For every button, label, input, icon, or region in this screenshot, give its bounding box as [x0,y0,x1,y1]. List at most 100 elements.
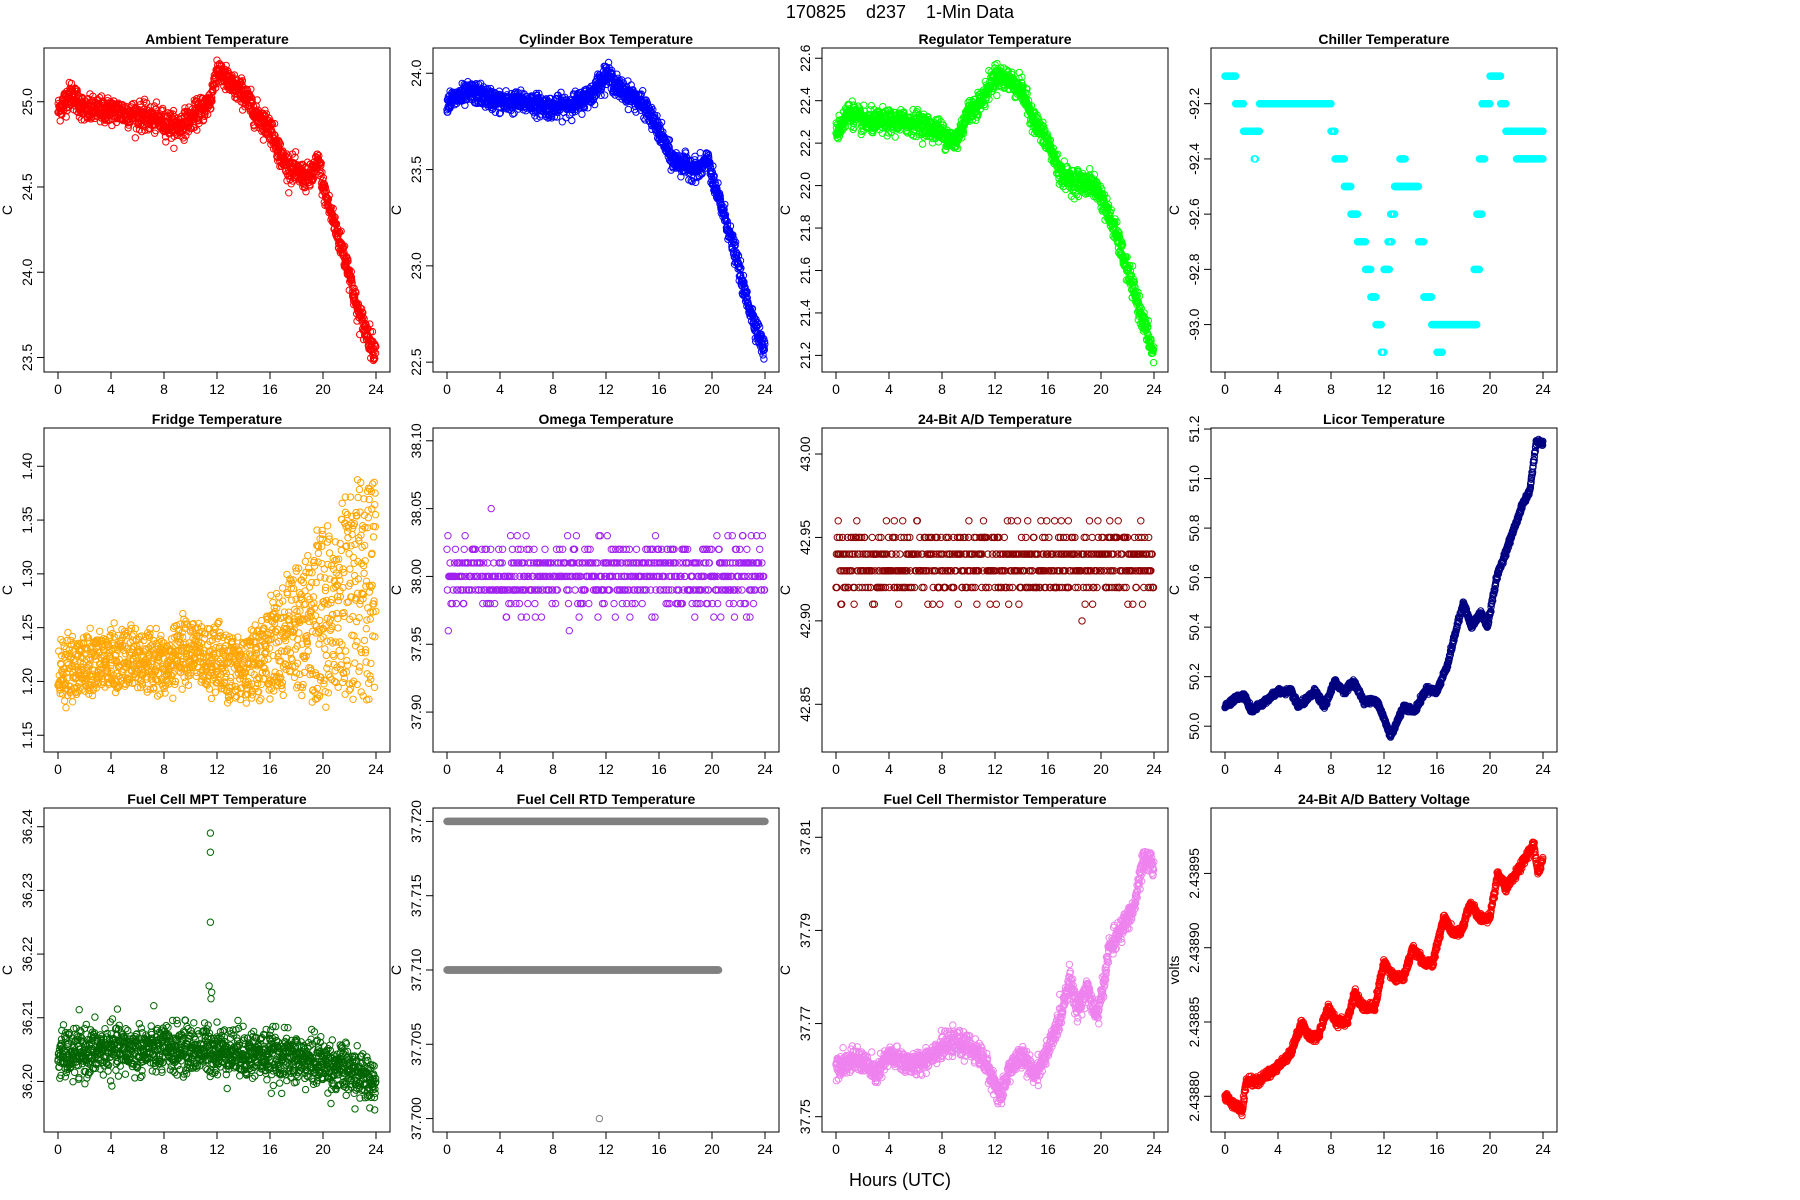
x-tick-label: 4 [107,381,115,397]
data-point [325,191,333,200]
data-point [696,149,704,157]
data-point [1086,165,1094,173]
data-point [170,144,178,153]
data-point [56,117,64,125]
x-tick-label: 24 [1146,381,1162,397]
y-tick-label: 23.0 [408,252,424,279]
x-tick-label: 12 [1376,381,1392,397]
data-point [212,84,220,92]
data-point [317,159,325,167]
data-point [291,153,299,161]
x-tick-label: 20 [1093,381,1109,397]
plot-frame [821,47,1169,373]
x-tick-label: 4 [1274,381,1282,397]
y-tick-label: 23.5 [19,344,35,371]
x-tick-label: 12 [209,381,225,397]
data-point [354,300,362,308]
x-tick-label: 8 [160,381,168,397]
y-tick-label: 23.5 [408,156,424,183]
y-tick-label: -93.0 [1186,308,1202,340]
x-tick-label: 24 [757,381,773,397]
data-point [199,116,208,124]
y-tick-label: 22.4 [797,87,813,114]
data-point [129,99,138,108]
data-point [248,98,257,106]
y-tick-label: 24.0 [19,258,35,285]
data-point [261,106,269,114]
data-point [249,102,258,110]
data-point [141,126,149,135]
y-tick-label: 22.6 [797,44,813,71]
data-point [180,136,188,144]
x-tick-label: 16 [1429,381,1445,397]
x-tick-label: 16 [651,381,667,397]
y-tick-label: 24.5 [19,173,35,200]
x-tick-label: 4 [496,381,504,397]
data-point [309,174,318,183]
data-point [578,110,586,118]
x-tick-label: 24 [368,381,384,397]
data-point [352,289,360,297]
data-point [359,313,367,321]
data-point [891,133,899,141]
data-point [267,118,275,127]
data-point [195,116,203,125]
panel-title: Regulator Temperature [919,31,1072,47]
x-tick-label: 20 [704,381,720,397]
y-axis-label: C [1166,205,1182,215]
data-point [315,151,323,160]
x-tick-label: 20 [315,381,331,397]
data-point [270,119,279,128]
data-point [250,124,259,132]
x-tick-label: 8 [1327,381,1335,397]
data-point [1149,358,1158,367]
data-point [324,195,333,203]
data-point [275,139,284,147]
y-tick-label: -92.8 [1186,253,1202,285]
data-point [348,276,356,285]
data-point [339,244,348,252]
data-point [347,267,355,276]
y-tick-label: 21.2 [797,342,813,369]
data-point [276,140,285,148]
data-point [131,134,140,142]
data-point [343,258,351,266]
data-point [244,89,253,98]
data-point [321,183,330,192]
data-point [182,131,190,140]
data-point [357,305,366,313]
data-point [309,175,317,183]
data-point [140,95,149,104]
data-point [558,118,566,126]
data-point [207,105,215,113]
x-tick-label: 0 [832,381,840,397]
data-points-chiller [1221,72,1547,356]
data-point [247,85,255,94]
data-point [162,138,170,146]
x-tick-label: 20 [1482,381,1498,397]
data-point [335,228,344,236]
data-point [230,71,239,79]
data-point [760,355,768,363]
x-tick-label: 12 [598,381,614,397]
data-point [348,279,356,287]
data-points-ambient [54,56,380,365]
page-title: 170825 d237 1-Min Data [785,2,1015,22]
y-tick-label: 22.0 [797,172,813,199]
y-axis-label: C [777,205,793,215]
y-axis-label: C [0,205,15,215]
y-tick-label: 25.0 [19,88,35,115]
y-tick-label: 22.5 [408,348,424,375]
data-point [337,227,345,235]
x-tick-label: 12 [987,381,1003,397]
data-point [243,86,252,94]
data-point [136,97,144,105]
data-points-cylinder [443,58,769,363]
data-point [568,116,576,125]
data-point [624,105,632,114]
x-tick-label: 4 [885,381,893,397]
